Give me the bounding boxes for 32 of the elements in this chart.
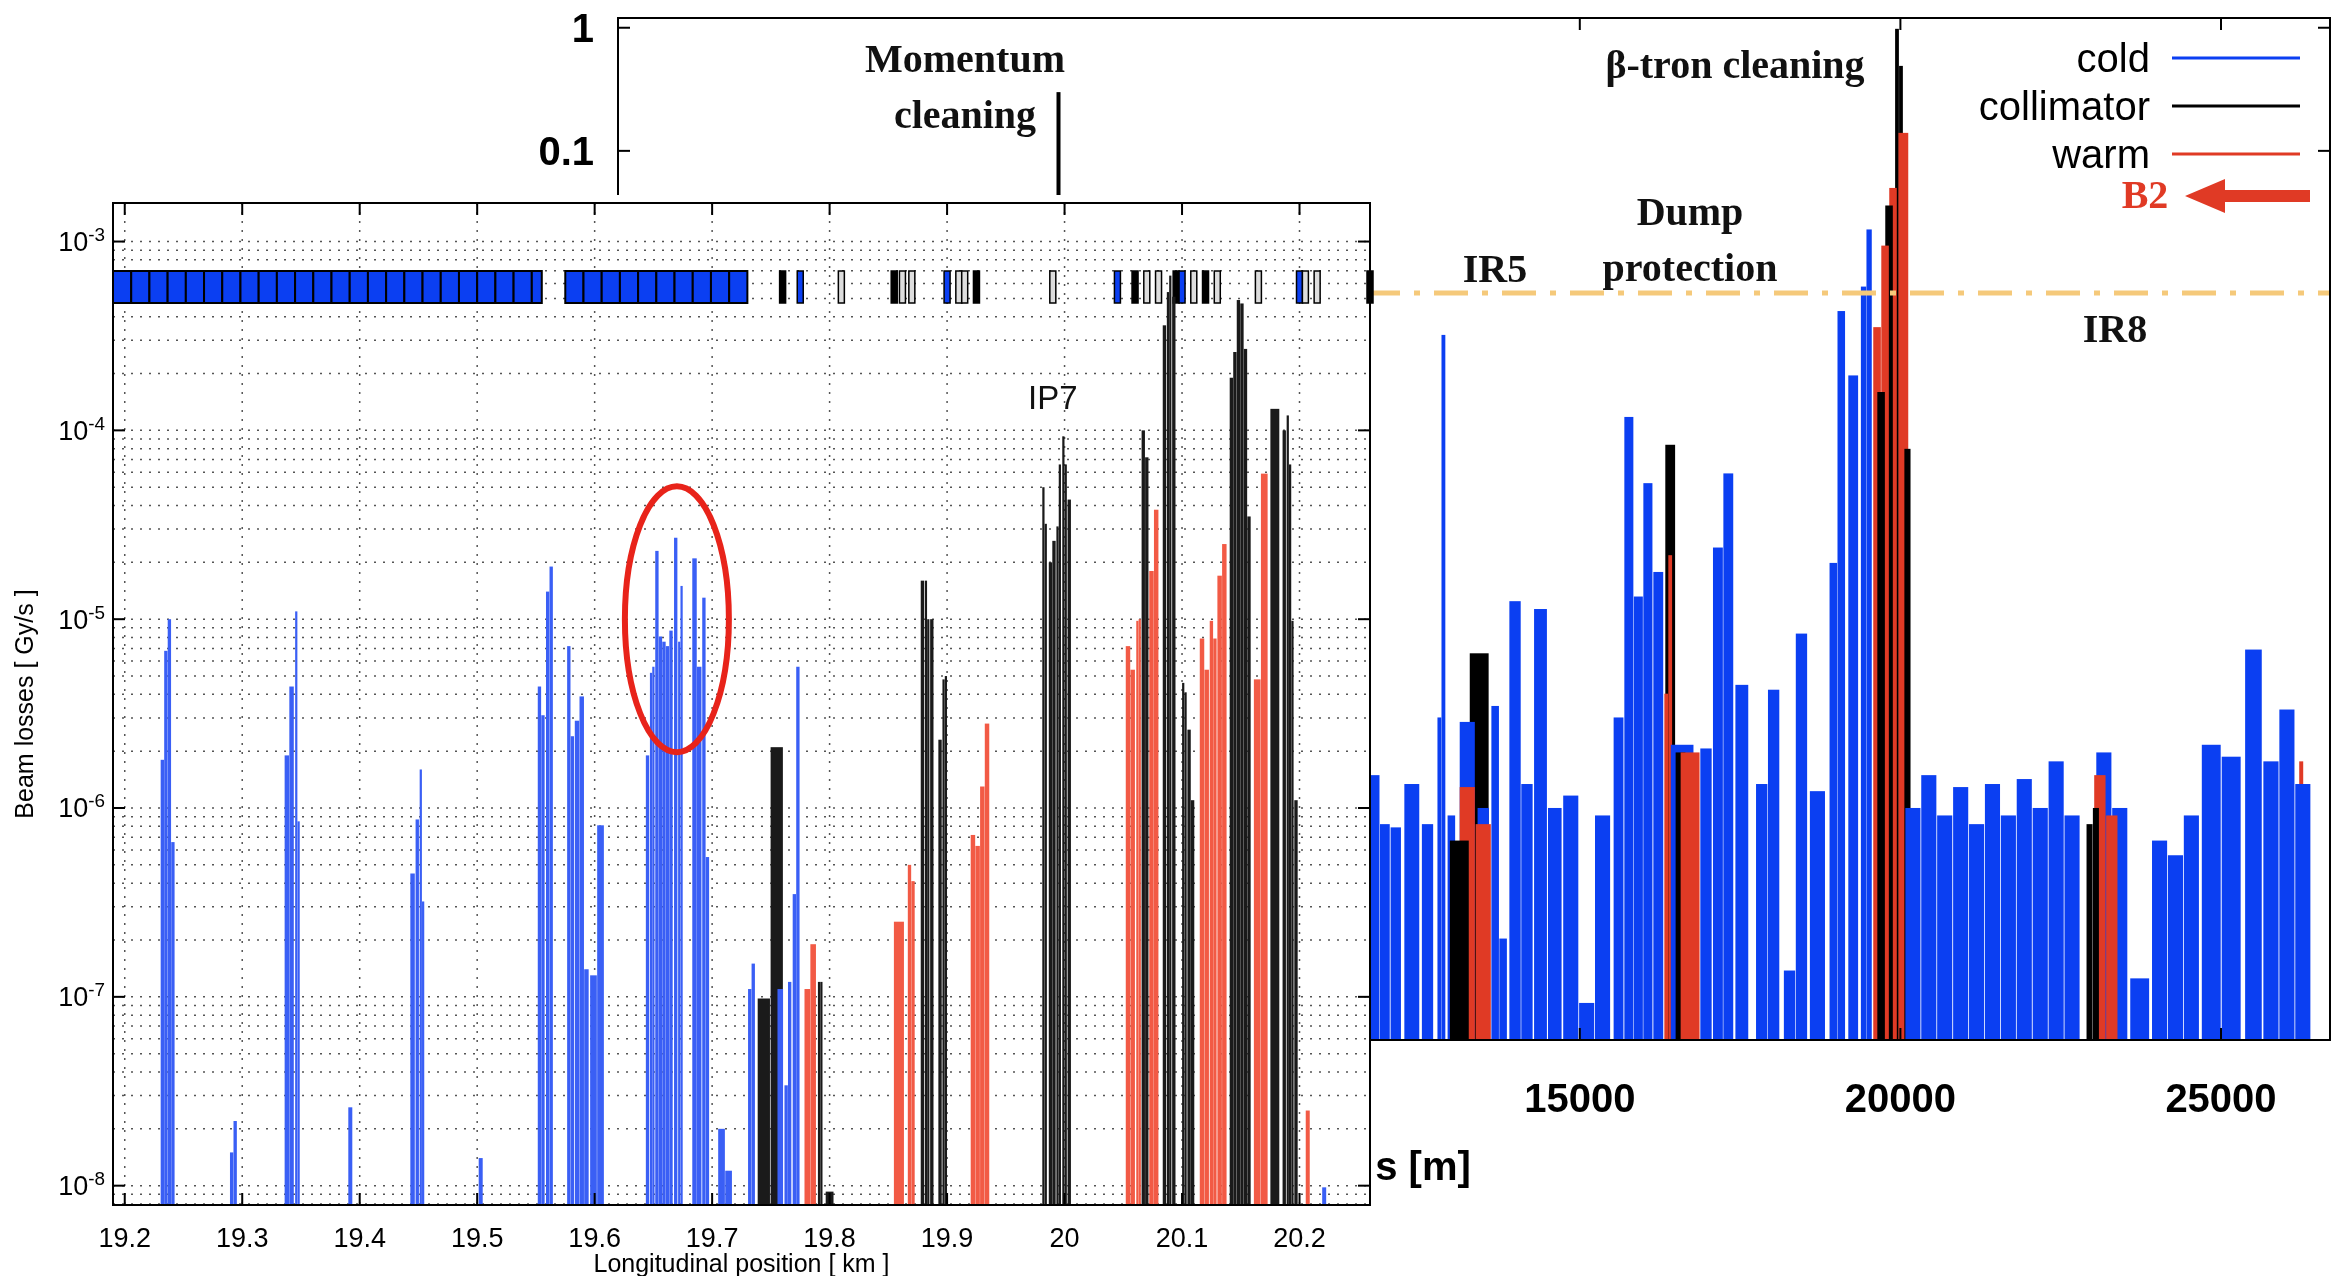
y-axis-title: Beam losses [ Gy/s ] — [10, 589, 38, 819]
x-tick-label: 19.8 — [803, 1223, 856, 1253]
x-tick-label: 20000 — [1844, 1076, 1957, 1120]
x-tick-label: 20.2 — [1273, 1223, 1326, 1253]
x-tick-label: 19.3 — [215, 1223, 269, 1253]
annotation: β-tron cleaning — [1605, 42, 1865, 87]
x-tick-label: 25000 — [2165, 1076, 2277, 1120]
annotation: IR8 — [2082, 306, 2148, 351]
annotation: IP7 — [1028, 378, 1078, 416]
y-tick-label: 10$^{-3}$ — [58, 223, 105, 257]
x-tick-label: 19.9 — [920, 1223, 974, 1253]
x-tick-label: 19.2 — [98, 1223, 152, 1253]
x-tick-label: 19.6 — [568, 1223, 621, 1253]
x-tick-label: 20.1 — [1155, 1223, 1209, 1253]
legend-label: collimator — [1978, 84, 2150, 128]
x-tick-label: 15000 — [1524, 1076, 1636, 1120]
y-tick-label: 10$^{-4}$ — [58, 412, 105, 446]
legend-label: cold — [2076, 36, 2150, 80]
y-tick-label: 0.1 — [538, 128, 594, 173]
annotation: Momentum cleaning — [865, 36, 1065, 137]
x-tick-label: 19.4 — [333, 1223, 386, 1253]
annotation: IR5 — [1462, 246, 1528, 291]
y-tick-label: 1 — [571, 5, 594, 50]
x-tick-label: 20 — [1049, 1223, 1080, 1253]
x-axis-title: s [m] — [1375, 1144, 1471, 1188]
y-tick-label: 10$^{-5}$ — [58, 601, 105, 635]
annotation: Dump protection — [1602, 189, 1778, 290]
x-tick-label: 19.7 — [685, 1223, 739, 1253]
y-tick-label: 10$^{-7}$ — [58, 978, 105, 1013]
x-tick-label: 19.5 — [450, 1223, 504, 1253]
y-tick-label: 10$^{-6}$ — [58, 789, 105, 824]
y-tick-label: 10$^{-8}$ — [58, 1167, 105, 1202]
